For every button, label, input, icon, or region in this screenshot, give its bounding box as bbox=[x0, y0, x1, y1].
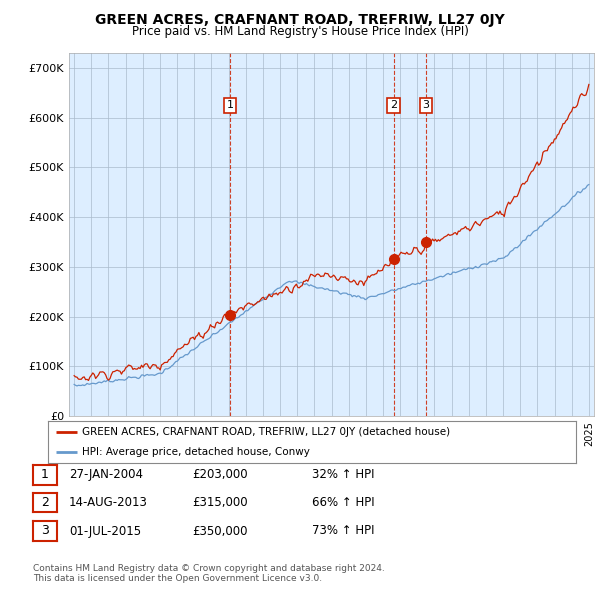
Text: 2: 2 bbox=[41, 496, 49, 509]
Text: 14-AUG-2013: 14-AUG-2013 bbox=[69, 496, 148, 509]
Text: 01-JUL-2015: 01-JUL-2015 bbox=[69, 525, 141, 537]
Text: 3: 3 bbox=[422, 100, 430, 110]
Text: £203,000: £203,000 bbox=[192, 468, 248, 481]
Text: 27-JAN-2004: 27-JAN-2004 bbox=[69, 468, 143, 481]
Text: GREEN ACRES, CRAFNANT ROAD, TREFRIW, LL27 0JY (detached house): GREEN ACRES, CRAFNANT ROAD, TREFRIW, LL2… bbox=[82, 427, 451, 437]
Text: 2: 2 bbox=[390, 100, 397, 110]
Text: 73% ↑ HPI: 73% ↑ HPI bbox=[312, 525, 374, 537]
Text: £350,000: £350,000 bbox=[192, 525, 248, 537]
Text: £315,000: £315,000 bbox=[192, 496, 248, 509]
Text: Price paid vs. HM Land Registry's House Price Index (HPI): Price paid vs. HM Land Registry's House … bbox=[131, 25, 469, 38]
Text: 1: 1 bbox=[226, 100, 233, 110]
Text: 66% ↑ HPI: 66% ↑ HPI bbox=[312, 496, 374, 509]
Text: GREEN ACRES, CRAFNANT ROAD, TREFRIW, LL27 0JY: GREEN ACRES, CRAFNANT ROAD, TREFRIW, LL2… bbox=[95, 13, 505, 27]
Text: 3: 3 bbox=[41, 525, 49, 537]
Text: HPI: Average price, detached house, Conwy: HPI: Average price, detached house, Conw… bbox=[82, 447, 310, 457]
Text: 1: 1 bbox=[41, 468, 49, 481]
Text: 32% ↑ HPI: 32% ↑ HPI bbox=[312, 468, 374, 481]
Text: Contains HM Land Registry data © Crown copyright and database right 2024.
This d: Contains HM Land Registry data © Crown c… bbox=[33, 563, 385, 583]
